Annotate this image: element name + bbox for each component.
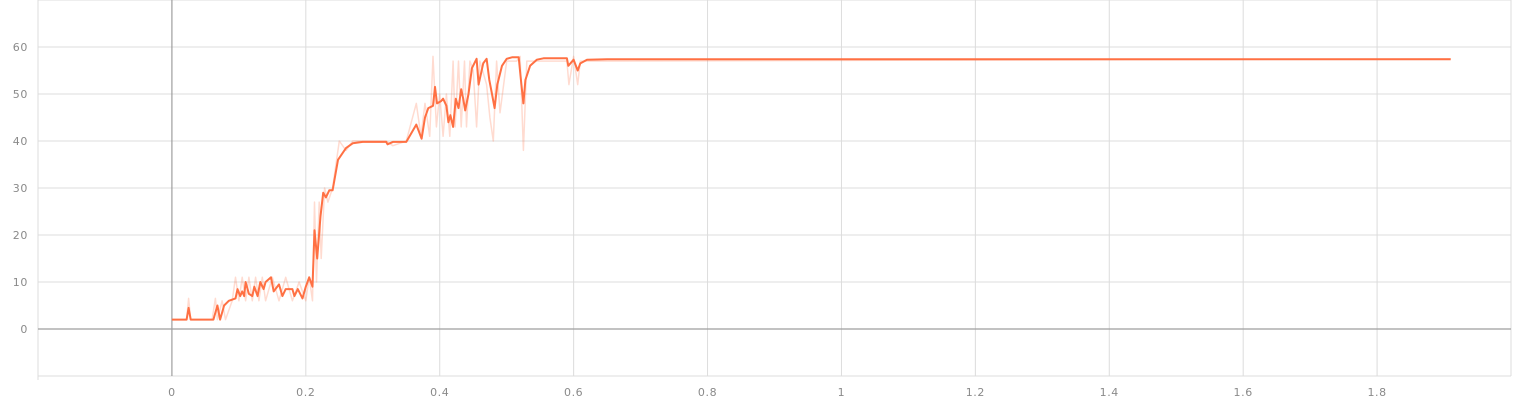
y-tick-label: 20: [13, 229, 28, 242]
raw-series-line: [171, 55, 1451, 321]
y-tick-label: 0: [20, 323, 28, 336]
y-tick-label: 60: [13, 41, 28, 54]
x-tick-label: 0: [168, 386, 176, 399]
x-tick-label: 0.6: [564, 386, 583, 399]
x-tick-label: 0.2: [296, 386, 315, 399]
x-tick-label: 1.6: [1234, 386, 1253, 399]
x-tick-label: 0.4: [430, 386, 449, 399]
y-tick-label: 40: [13, 135, 28, 148]
y-tick-label: 30: [13, 182, 28, 195]
x-tick-label: 1.4: [1100, 386, 1119, 399]
x-tick-label: 1: [838, 386, 846, 399]
grid: [37, 0, 1512, 377]
series: [171, 55, 1451, 321]
y-tick-label: 50: [13, 88, 28, 101]
axes: [37, 0, 1511, 380]
x-tick-label: 1.2: [966, 386, 985, 399]
tick-labels: 0 10 20 30 40 50 60 0 0.2 0.4 0.6 0.8 1 1.2 1.4 1.6 1.8: [13, 41, 1386, 399]
smoothed-series-line: [171, 56, 1451, 321]
x-tick-label: 1.8: [1367, 386, 1386, 399]
x-tick-label: 0.8: [698, 386, 717, 399]
y-tick-label: 10: [13, 276, 28, 289]
